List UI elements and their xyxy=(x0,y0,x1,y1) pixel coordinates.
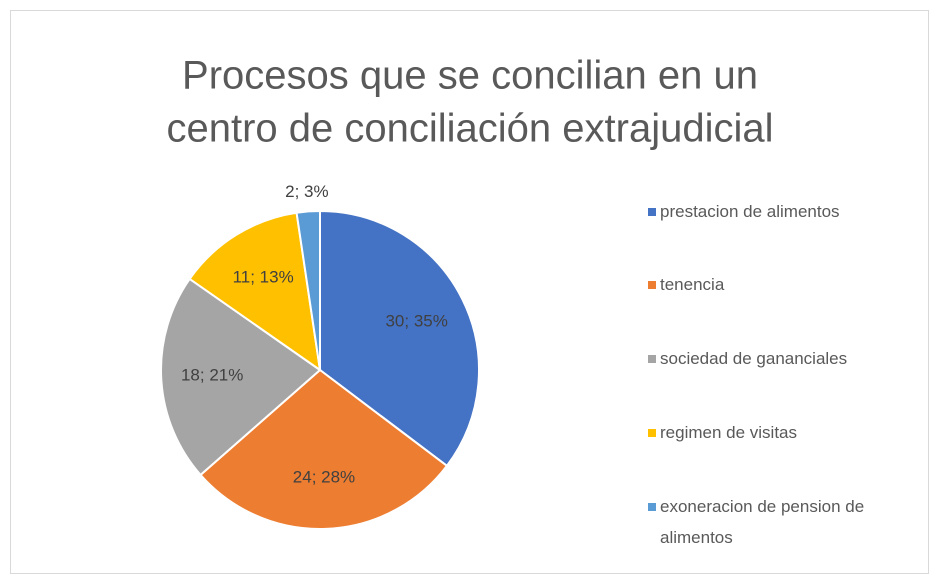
pie-slice xyxy=(295,209,321,371)
legend-label: regimen de visitas xyxy=(660,423,798,442)
legend-swatch xyxy=(648,355,656,363)
data-label: 2; 3% xyxy=(285,182,328,201)
legend-label: tenencia xyxy=(660,275,725,294)
chart-title: centro de conciliación extrajudicial xyxy=(167,107,774,151)
legend-label: prestacion de alimentos xyxy=(660,202,840,221)
legend-item: prestacion de alimentos xyxy=(648,196,933,227)
chart-border xyxy=(10,10,929,574)
legend-swatch xyxy=(648,503,656,511)
chart-title: Procesos que se concilian en un xyxy=(182,54,758,98)
pie-slice xyxy=(319,209,480,468)
legend-label: sociedad de gananciales xyxy=(660,349,848,368)
legend-swatch xyxy=(648,208,656,216)
data-label: 24; 28% xyxy=(293,467,355,486)
legend-item: regimen de visitas xyxy=(648,417,933,448)
legend-swatch xyxy=(648,429,656,437)
data-label: 18; 21% xyxy=(181,365,243,384)
pie-slice xyxy=(160,277,322,477)
legend-swatch xyxy=(648,281,656,289)
legend-item: exoneracion de pension de alimentos xyxy=(648,491,933,553)
pie-slice xyxy=(199,368,449,530)
legend-label: exoneracion de pension de alimentos xyxy=(660,497,865,547)
pie-slice xyxy=(188,211,322,373)
legend-item: sociedad de gananciales xyxy=(648,343,933,374)
data-label: 30; 35% xyxy=(385,311,447,330)
legend-item: tenencia xyxy=(648,269,933,300)
data-label: 11; 13% xyxy=(233,268,294,287)
